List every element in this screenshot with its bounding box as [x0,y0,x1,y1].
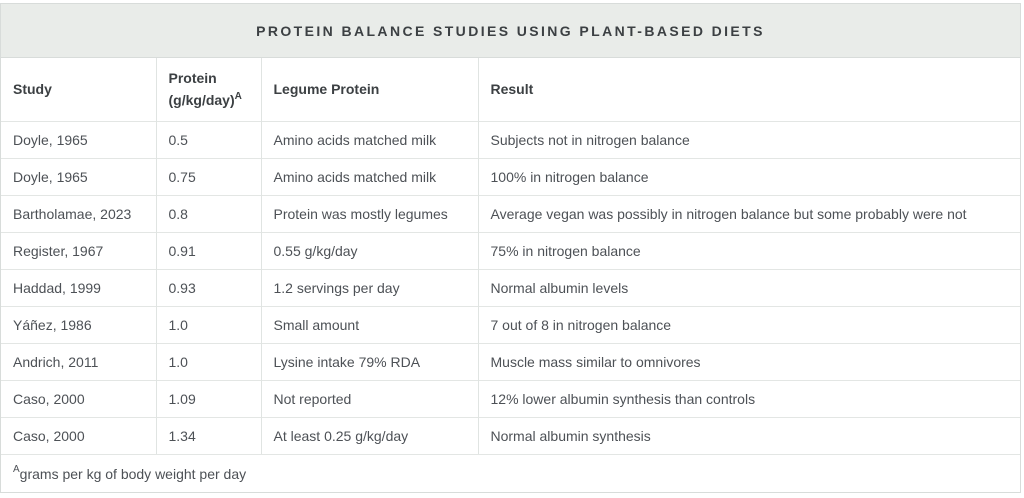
cell-result: Muscle mass similar to omnivores [477,342,1020,380]
cell-legume-protein: 1.2 servings per day [260,268,478,306]
table-body: Doyle, 1965 0.5 Amino acids matched milk Su… [1,120,1020,454]
cell-protein: 0.5 [155,120,261,158]
data-table: Study Protein (g/kg/day)A Legume Protein… [1,58,1020,454]
cell-study: Haddad, 1999 [1,268,156,306]
cell-legume-protein: Amino acids matched milk [260,120,478,158]
table-row: Caso, 2000 1.09 Not reported 12% lower albu… [1,379,1020,417]
cell-result: Subjects not in nitrogen balance [477,120,1020,158]
cell-legume-protein: Not reported [260,379,478,417]
cell-study: Register, 1967 [1,231,156,269]
protein-balance-table-card: PROTEIN BALANCE STUDIES USING PLANT-BASE… [0,3,1021,493]
col-header-result: Result [477,58,1020,121]
col-header-result-label: Result [490,81,534,98]
cell-legume-protein: Amino acids matched milk [260,157,478,195]
cell-study: Caso, 2000 [1,416,156,454]
cell-protein: 0.75 [155,157,261,195]
cell-legume-protein: 0.55 g/kg/day [260,231,478,269]
cell-legume-protein: Small amount [260,305,478,343]
table-row: Doyle, 1965 0.5 Amino acids matched milk Su… [1,120,1020,158]
col-header-legume-protein: Legume Protein [260,58,478,121]
cell-study: Caso, 2000 [1,379,156,417]
cell-study: Andrich, 2011 [1,342,156,380]
col-header-legume-protein-label: Legume Protein [273,81,380,98]
table-title: PROTEIN BALANCE STUDIES USING PLANT-BASE… [1,4,1020,58]
footnote-superscript: A [13,464,20,476]
cell-protein: 0.93 [155,268,261,306]
cell-result: 100% in nitrogen balance [477,157,1020,195]
col-header-protein: Protein (g/kg/day)A [155,58,261,121]
table-row: Caso, 2000 1.34 At least 0.25 g/kg/day Norm… [1,416,1020,454]
cell-legume-protein: Lysine intake 79% RDA [260,342,478,380]
cell-protein: 1.0 [155,305,261,343]
cell-study: Yáñez, 1986 [1,305,156,343]
cell-study: Doyle, 1965 [1,120,156,158]
table-row: Yáñez, 1986 1.0 Small amount 7 out of 8 in … [1,305,1020,343]
table-row: Andrich, 2011 1.0 Lysine intake 79% RDA Mus… [1,342,1020,380]
cell-result: 12% lower albumin synthesis than control… [477,379,1020,417]
col-header-protein-line1: Protein [168,70,217,87]
cell-protein: 1.34 [155,416,261,454]
table-row: Register, 1967 0.91 0.55 g/kg/day 75% in ni… [1,231,1020,269]
cell-protein: 1.0 [155,342,261,380]
col-header-protein-line2: (g/kg/day) [168,92,235,109]
col-header-protein-superscript: A [234,90,242,102]
table-row: Doyle, 1965 0.75 Amino acids matched milk 1… [1,157,1020,195]
cell-study: Bartholamae, 2023 [1,194,156,232]
cell-result: Normal albumin levels [477,268,1020,306]
cell-protein: 0.8 [155,194,261,232]
cell-legume-protein: Protein was mostly legumes [260,194,478,232]
cell-protein: 0.91 [155,231,261,269]
header-row: Study Protein (g/kg/day)A Legume Protein… [1,58,1020,121]
cell-protein: 1.09 [155,379,261,417]
table-row: Haddad, 1999 0.93 1.2 servings per day Norm… [1,268,1020,306]
footnote-text: grams per kg of body weight per day [19,466,247,482]
table-row: Bartholamae, 2023 0.8 Protein was mostly l… [1,194,1020,232]
col-header-study: Study [1,58,156,121]
cell-result: 7 out of 8 in nitrogen balance [477,305,1020,343]
cell-result: 75% in nitrogen balance [477,231,1020,269]
cell-result: Normal albumin synthesis [477,416,1020,454]
cell-result: Average vegan was possibly in nitrogen b… [477,194,1020,232]
col-header-study-label: Study [13,81,52,98]
cell-legume-protein: At least 0.25 g/kg/day [260,416,478,454]
cell-study: Doyle, 1965 [1,157,156,195]
footnote: Agrams per kg of body weight per day [1,454,1020,492]
